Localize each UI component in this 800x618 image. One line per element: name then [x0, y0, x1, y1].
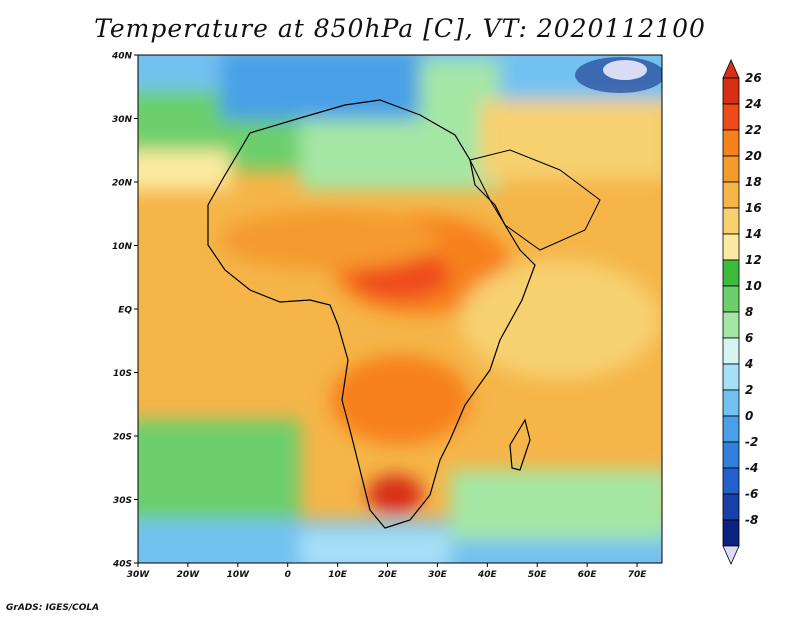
colorbar-label: 2: [745, 383, 753, 397]
colorbar-bottom-arrow: [722, 545, 740, 565]
colorbar-swatch: [722, 519, 740, 547]
colorbar-label: 0: [745, 409, 753, 423]
lon-label: 20E: [378, 570, 398, 580]
lat-label: 20S: [113, 433, 132, 443]
colorbar-label: 20: [745, 149, 762, 163]
colorbar-label: -2: [745, 435, 758, 449]
lat-label: 30N: [112, 115, 133, 125]
lon-label: 30W: [127, 570, 151, 580]
lat-label: 40N: [111, 52, 133, 62]
colorbar-swatch: [722, 207, 740, 235]
temperature-field: [138, 55, 662, 563]
lat-label: 10S: [113, 369, 132, 379]
colorbar-swatch: [722, 493, 740, 521]
colorbar-label: 4: [744, 357, 753, 371]
colorbar-swatch: [722, 259, 740, 287]
colorbar-label: -8: [745, 513, 758, 527]
lon-label: 10E: [328, 570, 348, 580]
colorbar-label: 6: [745, 331, 753, 345]
lon-label: 40E: [477, 570, 498, 580]
lon-label: 0: [285, 570, 291, 580]
lon-label: 70E: [628, 570, 648, 580]
colorbar-swatch: [722, 389, 740, 417]
colorbar-label: -6: [745, 487, 758, 501]
colorbar-swatch: [722, 129, 740, 157]
colorbar-swatch: [722, 467, 740, 495]
arabia-outline: [469, 149, 601, 251]
map-title: Temperature at 850hPa [C], VT: 202011210…: [94, 14, 706, 43]
colorbar-label: 10: [745, 279, 762, 293]
colorbar-swatch: [722, 181, 740, 209]
colorbar-label: 16: [745, 201, 762, 215]
colorbar-swatch: [722, 233, 740, 261]
madagascar-outline: [509, 418, 531, 471]
colorbar-swatch: [722, 311, 740, 339]
credit-label: GrADS: IGES/COLA: [6, 603, 100, 613]
lon-label: 10W: [227, 570, 251, 580]
colorbar-label: 12: [745, 253, 762, 267]
colorbar-label: 22: [745, 123, 762, 137]
colorbar-swatch: [722, 441, 740, 469]
colorbar-swatch: [722, 285, 740, 313]
colorbar-label: 24: [745, 97, 762, 111]
colorbar-swatch: [722, 155, 740, 183]
lat-label: 40S: [112, 560, 132, 570]
lat-label: 10N: [112, 242, 133, 252]
colorbar-label: -4: [745, 461, 758, 475]
lat-label: 30S: [113, 496, 132, 506]
colorbar-label: 26: [745, 71, 762, 85]
lon-label: 20W: [177, 570, 201, 580]
colorbar-label: 18: [745, 175, 762, 189]
lat-label: EQ: [118, 306, 132, 316]
colorbar-swatch: [722, 415, 740, 443]
lon-label: 50E: [528, 570, 548, 580]
colorbar-swatch: [722, 77, 740, 105]
colorbar-swatch: [722, 363, 740, 391]
lon-label: 30E: [428, 570, 448, 580]
colorbar-label: 14: [745, 227, 762, 241]
colorbar-top-arrow: [722, 59, 740, 79]
lat-label: 20N: [112, 179, 133, 189]
lon-label: 60E: [578, 570, 598, 580]
colorbar-label: 8: [745, 305, 753, 319]
colorbar-swatch: [722, 337, 740, 365]
colorbar-swatch: [722, 103, 740, 131]
